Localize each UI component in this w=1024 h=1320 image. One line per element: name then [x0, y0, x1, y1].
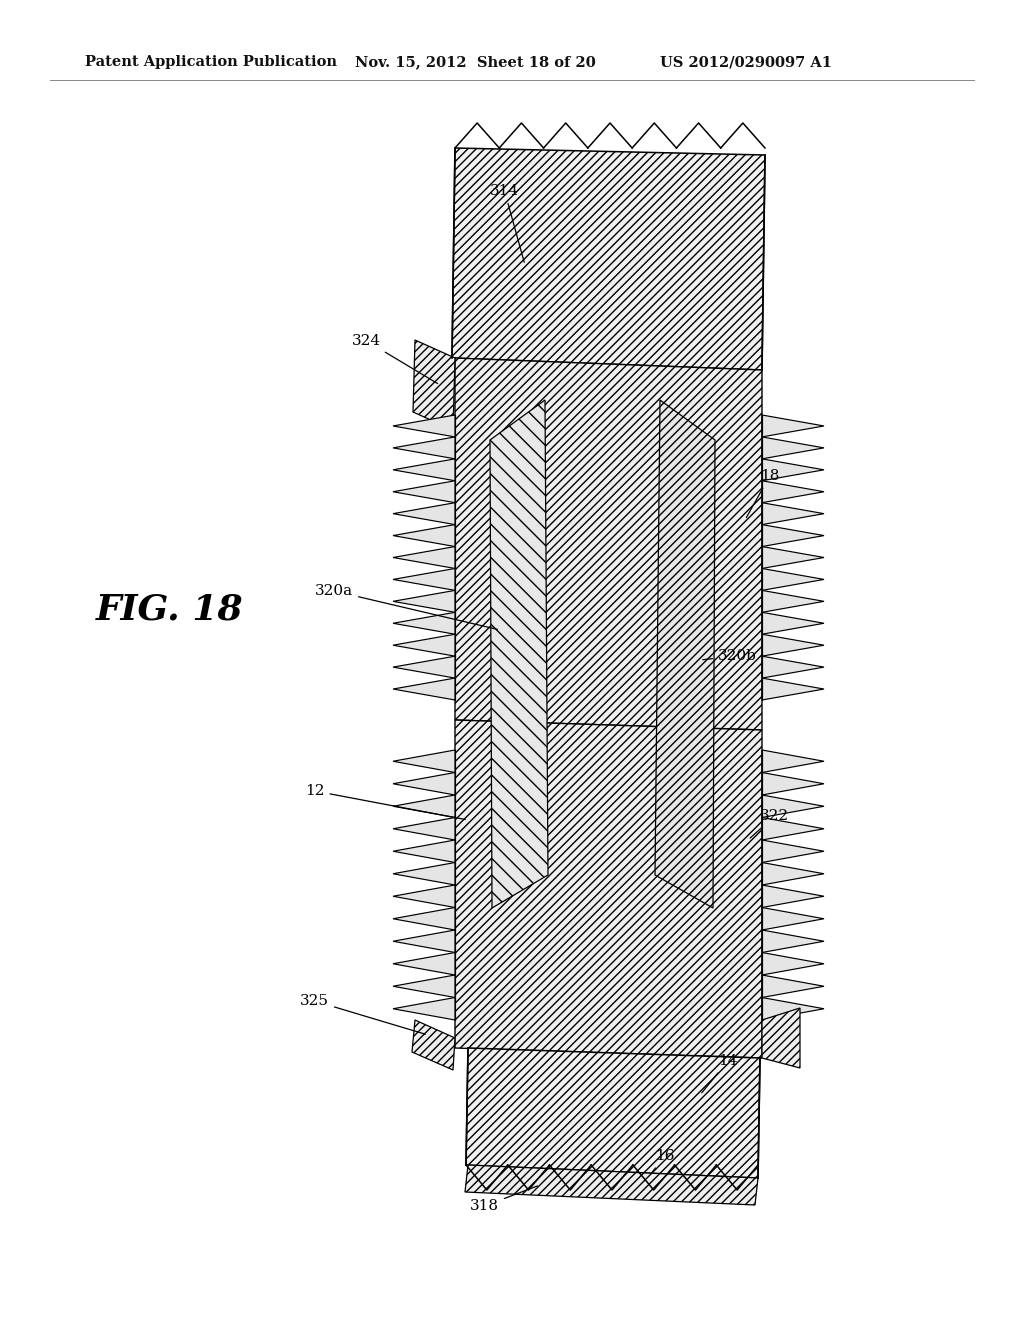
Polygon shape	[762, 634, 824, 656]
Polygon shape	[762, 612, 824, 634]
Polygon shape	[393, 634, 455, 656]
Polygon shape	[393, 931, 455, 953]
Polygon shape	[413, 341, 455, 430]
Polygon shape	[762, 459, 824, 480]
Polygon shape	[762, 569, 824, 590]
Polygon shape	[455, 719, 762, 1059]
Polygon shape	[393, 750, 455, 772]
Polygon shape	[762, 524, 824, 546]
Text: 320a: 320a	[315, 583, 498, 630]
Polygon shape	[452, 148, 765, 370]
Text: 12: 12	[305, 784, 465, 820]
Polygon shape	[393, 998, 455, 1020]
Polygon shape	[762, 503, 824, 524]
Polygon shape	[393, 908, 455, 931]
Polygon shape	[393, 459, 455, 480]
Text: US 2012/0290097 A1: US 2012/0290097 A1	[660, 55, 831, 69]
Text: 314: 314	[490, 183, 524, 263]
Polygon shape	[393, 503, 455, 524]
Polygon shape	[762, 437, 824, 459]
Text: Patent Application Publication: Patent Application Publication	[85, 55, 337, 69]
Polygon shape	[393, 590, 455, 612]
Polygon shape	[393, 953, 455, 975]
Polygon shape	[762, 795, 824, 817]
Polygon shape	[393, 975, 455, 998]
Text: 324: 324	[352, 334, 437, 384]
Text: FIG. 18: FIG. 18	[96, 593, 244, 627]
Polygon shape	[393, 569, 455, 590]
Polygon shape	[393, 884, 455, 908]
Polygon shape	[393, 437, 455, 459]
Polygon shape	[762, 884, 824, 908]
Polygon shape	[762, 772, 824, 795]
Polygon shape	[393, 862, 455, 884]
Polygon shape	[762, 840, 824, 862]
Polygon shape	[762, 414, 824, 437]
Polygon shape	[762, 953, 824, 975]
Polygon shape	[762, 590, 824, 612]
Polygon shape	[465, 1166, 758, 1205]
Text: 318: 318	[470, 1185, 538, 1213]
Polygon shape	[393, 840, 455, 862]
Text: Nov. 15, 2012  Sheet 18 of 20: Nov. 15, 2012 Sheet 18 of 20	[355, 55, 596, 69]
Polygon shape	[762, 975, 824, 998]
Polygon shape	[393, 612, 455, 634]
Text: 14: 14	[701, 1053, 737, 1093]
Polygon shape	[393, 656, 455, 678]
Polygon shape	[762, 1008, 800, 1068]
Polygon shape	[393, 546, 455, 569]
Polygon shape	[762, 817, 824, 840]
Polygon shape	[762, 931, 824, 953]
Text: 16: 16	[651, 1148, 675, 1172]
Polygon shape	[393, 795, 455, 817]
Polygon shape	[393, 480, 455, 503]
Text: 325: 325	[300, 994, 425, 1034]
Polygon shape	[412, 1020, 455, 1071]
Polygon shape	[762, 908, 824, 931]
Polygon shape	[393, 817, 455, 840]
Polygon shape	[762, 656, 824, 678]
Polygon shape	[762, 862, 824, 884]
Polygon shape	[393, 678, 455, 700]
Text: 320b: 320b	[702, 649, 757, 663]
Polygon shape	[762, 546, 824, 569]
Polygon shape	[762, 678, 824, 700]
Polygon shape	[490, 400, 548, 908]
Polygon shape	[393, 524, 455, 546]
Polygon shape	[655, 400, 715, 908]
Polygon shape	[466, 1048, 760, 1177]
Polygon shape	[455, 358, 762, 730]
Polygon shape	[762, 750, 824, 772]
Polygon shape	[762, 480, 824, 503]
Polygon shape	[393, 772, 455, 795]
Text: 322: 322	[750, 809, 790, 838]
Text: 18: 18	[746, 469, 779, 517]
Polygon shape	[762, 998, 824, 1020]
Polygon shape	[393, 414, 455, 437]
